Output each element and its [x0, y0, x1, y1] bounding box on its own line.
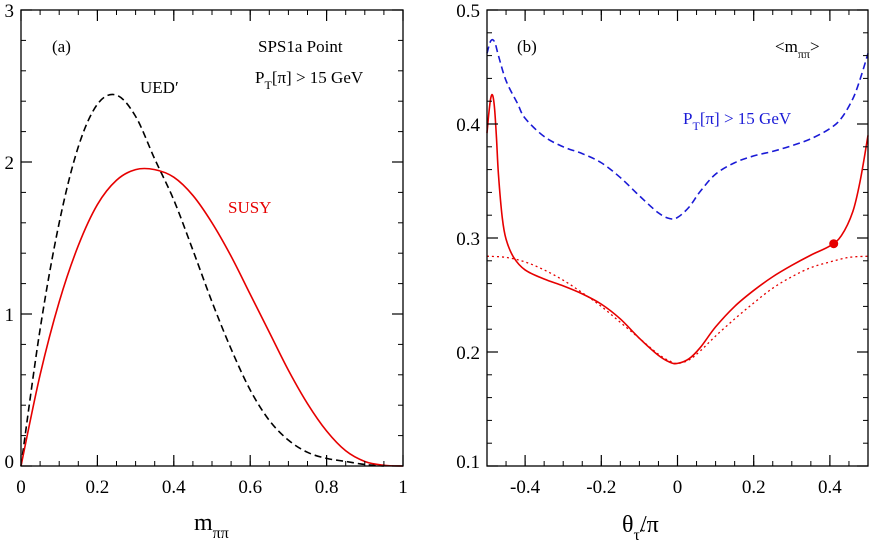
panel-b-y-tick-label: 0.5	[456, 1, 480, 22]
panel-a-series-group	[20, 93, 404, 467]
panel-a-x-tick-label: 0.8	[315, 477, 339, 498]
panel-b-series-group	[486, 38, 869, 365]
panel-a-series-0-line	[20, 93, 384, 467]
panel-b-cut-sub: T	[692, 119, 700, 133]
panel-b-ticks-group: -0.4 -0.2 0 0.2 0.4 0.1 0.2 0.3 0.4 0.5	[456, 1, 869, 498]
panel-b-y-tick-label: 0.4	[456, 115, 480, 136]
legend-ued: UED′	[140, 78, 179, 97]
panel-a-y-tick-label: 0	[5, 452, 15, 473]
panel-b-x-tick-label: -0.4	[510, 477, 541, 498]
panel-a-label: (a)	[52, 37, 71, 56]
panel-a-y-tick-label: 3	[5, 1, 15, 22]
panel-b-series-1-line	[486, 93, 869, 365]
panel-a-x-tick-label: 0	[16, 477, 26, 498]
panel-b-series-0-line	[486, 38, 869, 220]
panel-a-cut-annotation: PT[π] > 15 GeV	[255, 68, 364, 92]
panel-b-y-tick-label: 0.3	[456, 229, 480, 250]
panel-a-x-tick-label: 0.6	[238, 477, 262, 498]
panel-a-x-tick-label: 0.4	[162, 477, 186, 498]
panel-a-cut-suffix: [π] > 15 GeV	[272, 68, 364, 87]
panel-b-marker-point	[829, 239, 839, 249]
panel-a-xlabel-main: m	[194, 510, 213, 536]
panel-b-label: (b)	[517, 37, 537, 56]
panel-b-x-tick-label: 0.4	[818, 477, 842, 498]
panel-b-series-2-line	[486, 255, 869, 365]
legend-susy: SUSY	[228, 198, 271, 217]
panel-a-ticks-group: 0 0.2 0.4 0.6 0.8 1 0 1 2 3	[5, 1, 408, 498]
panel-b-x-tick-label: 0.2	[742, 477, 766, 498]
panel-b-x-tick-label: -0.2	[586, 477, 616, 498]
panel-a: 0 0.2 0.4 0.6 0.8 1 0 1 2 3 (a) SPS1a Point PT[π]…	[5, 1, 408, 542]
panel-b-xlabel: θτ̃/π	[622, 512, 659, 544]
panel-b-frame	[486, 9, 869, 467]
panel-b-cut-suffix: [π] > 15 GeV	[700, 109, 792, 128]
panel-a-point-annotation: SPS1a Point	[258, 37, 343, 56]
panel-b-cut-prefix: P	[683, 109, 692, 128]
panel-b: -0.4 -0.2 0 0.2 0.4 0.1 0.2 0.3 0.4 0.5 (b) <mππ>…	[456, 1, 869, 544]
panel-a-xlabel-sub: ππ	[213, 525, 229, 542]
panel-a-x-tick-label: 0.2	[86, 477, 110, 498]
panel-b-y-tick-label: 0.2	[456, 343, 480, 364]
panel-b-xlabel-main: θ	[622, 512, 634, 538]
panel-a-cut-sub: T	[264, 78, 272, 92]
panel-a-cut-prefix: P	[255, 68, 264, 87]
panel-b-y-tick-label: 0.1	[456, 452, 480, 473]
panel-a-xlabel: mππ	[194, 510, 229, 542]
panel-a-series-1-line	[20, 167, 404, 467]
panel-b-title-prefix: <m	[775, 37, 798, 56]
panel-a-y-tick-label: 1	[5, 305, 15, 326]
panel-b-title-sub: ππ	[798, 47, 810, 61]
panel-b-title-annotation: <mππ>	[775, 37, 820, 61]
panel-b-title-suffix: >	[810, 37, 820, 56]
panel-a-x-tick-label: 1	[398, 477, 408, 498]
panel-b-cut-annotation: PT[π] > 15 GeV	[683, 109, 792, 133]
panel-b-x-tick-label: 0	[673, 477, 683, 498]
panel-a-y-tick-label: 2	[5, 153, 15, 174]
panel-b-xlabel-suffix: /π	[640, 512, 659, 538]
